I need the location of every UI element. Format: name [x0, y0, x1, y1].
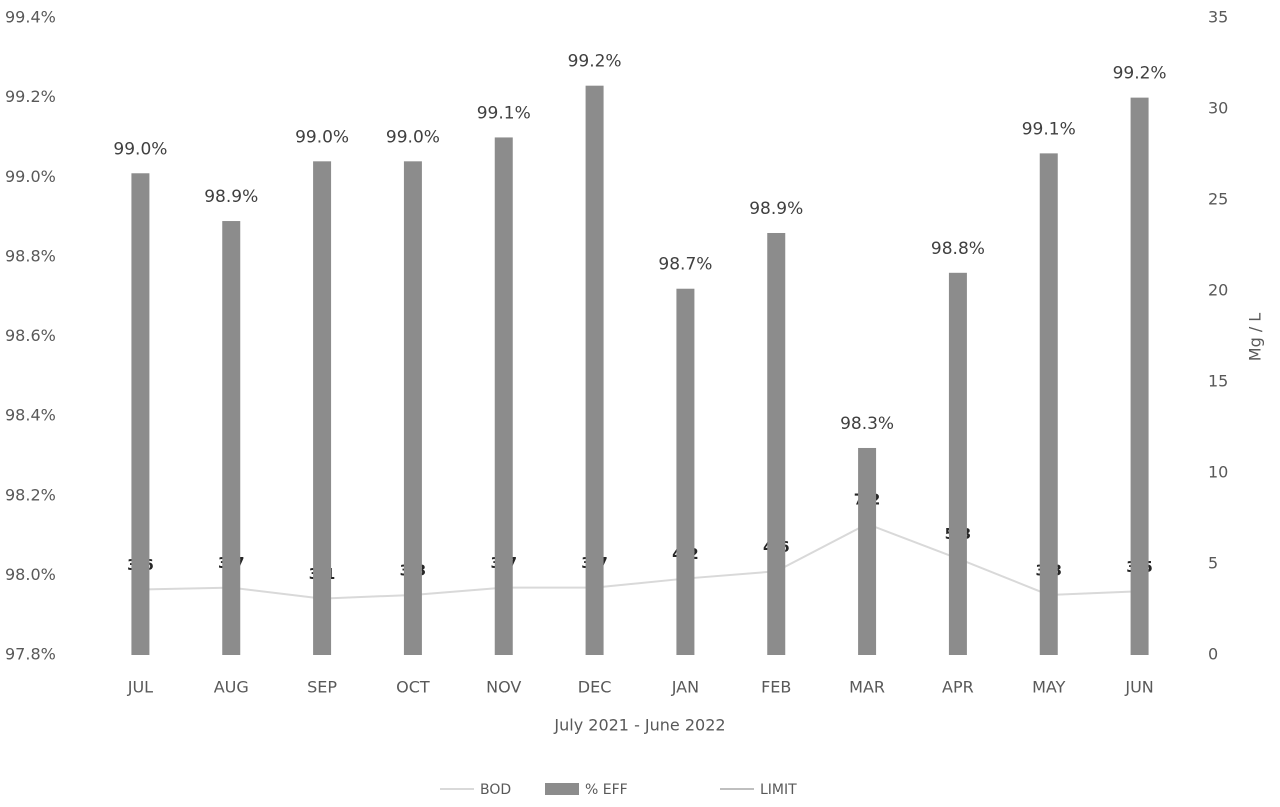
y-tick-label: 99.4% — [5, 8, 56, 27]
line — [140, 522, 1140, 600]
x-tick-label: JAN — [671, 678, 699, 697]
bar — [585, 85, 604, 655]
bar-value-label: 99.2% — [568, 52, 622, 72]
x-tick-label: APR — [942, 678, 974, 697]
y-tick-label: 97.8% — [5, 645, 56, 664]
y-tick-label: 98.6% — [5, 326, 56, 345]
x-tick-label: JUL — [127, 678, 153, 697]
x-tick-label: MAR — [849, 678, 885, 697]
bar — [494, 137, 513, 655]
bar-value-label: 98.8% — [931, 239, 985, 259]
x-tick-label: MAY — [1032, 678, 1066, 697]
bar-value-label: 99.0% — [113, 139, 167, 159]
legend-label: % EFF — [585, 782, 628, 798]
y-tick-label: 98.4% — [5, 406, 56, 425]
y2-tick-label: 35 — [1208, 8, 1228, 27]
bar-value-label: 98.7% — [658, 255, 712, 275]
legend-label: LIMIT — [760, 782, 797, 798]
y-tick-label: 98.0% — [5, 565, 56, 584]
y2-tick-label: 30 — [1208, 99, 1228, 118]
legend-swatch — [545, 783, 579, 795]
y-tick-label: 98.8% — [5, 246, 56, 265]
bar — [131, 173, 150, 656]
bar-value-label: 99.1% — [477, 103, 531, 123]
x-tick-label: AUG — [214, 678, 249, 697]
bar — [948, 272, 967, 655]
x-axis-title: July 2021 - June 2022 — [553, 716, 725, 735]
bar — [676, 288, 695, 655]
legend-label: BOD — [480, 782, 511, 798]
bar-value-label: 98.9% — [749, 199, 803, 219]
y2-tick-label: 25 — [1208, 190, 1228, 209]
x-tick-label: SEP — [307, 678, 337, 697]
bar — [1039, 153, 1058, 656]
y-tick-label: 99.2% — [5, 87, 56, 106]
bar-value-label: 99.0% — [386, 127, 440, 147]
x-tick-label: OCT — [396, 678, 430, 697]
bar-value-label: 99.2% — [1113, 64, 1167, 84]
y2-axis-title: Mg / L — [1246, 313, 1265, 362]
y2-tick-label: 20 — [1208, 281, 1228, 300]
bar-value-label: 99.0% — [295, 127, 349, 147]
x-tick-label: NOV — [486, 678, 521, 697]
bar — [858, 447, 877, 655]
y2-tick-label: 0 — [1208, 645, 1218, 664]
bar-value-label: 98.9% — [204, 187, 258, 207]
bar — [403, 161, 422, 655]
x-tick-label: FEB — [761, 678, 791, 697]
y2-tick-label: 15 — [1208, 372, 1228, 391]
bar-value-label: 99.1% — [1022, 119, 1076, 139]
bar — [767, 232, 786, 656]
bar-value-label: 98.3% — [840, 414, 894, 434]
y2-tick-label: 5 — [1208, 554, 1218, 573]
y2-tick-label: 10 — [1208, 463, 1228, 482]
y-tick-label: 99.0% — [5, 167, 56, 186]
x-tick-label: DEC — [578, 678, 612, 697]
bar — [313, 161, 332, 655]
y-tick-label: 98.2% — [5, 485, 56, 504]
bar — [222, 221, 241, 655]
x-tick-label: JUN — [1124, 678, 1153, 697]
bar — [1130, 97, 1149, 655]
